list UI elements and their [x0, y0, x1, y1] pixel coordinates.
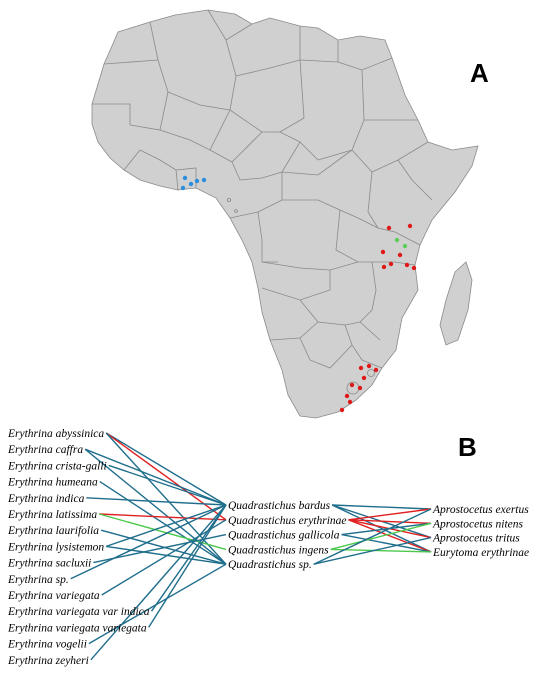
network-link [105, 504, 227, 548]
occurrence-point [180, 185, 186, 191]
network-link [90, 504, 227, 661]
host-label: Erythrina zeyheri [7, 655, 89, 667]
network-link [348, 508, 432, 521]
host-label: Erythrina caffra [7, 444, 83, 456]
network-link [105, 432, 227, 521]
parasitoid-label: Aprostocetus nitens [432, 518, 523, 530]
madagascar [439, 261, 473, 346]
network-link [332, 504, 432, 510]
host-label: Erythrina variegata variegata [7, 622, 147, 634]
galler-label: Quadrastichus bardus [228, 500, 331, 512]
network-link [105, 432, 227, 506]
host-label: Erythrina sacluxii [7, 558, 91, 570]
network-link [70, 504, 227, 580]
occurrence-point [366, 363, 372, 369]
occurrence-points [180, 175, 417, 413]
galler-list: Quadrastichus bardus Quadrastichus erythr… [228, 500, 347, 571]
host-label: Erythrina variegata [7, 590, 100, 602]
network-link [105, 432, 227, 565]
network-link [108, 464, 227, 506]
africa-map [91, 9, 479, 419]
island [234, 209, 238, 213]
occurrence-point [182, 175, 188, 181]
network-link [341, 533, 432, 553]
galler-label: Quadrastichus ingens [228, 544, 329, 556]
occurrence-point [394, 237, 400, 243]
occurrence-point [361, 375, 367, 381]
network-link [341, 522, 432, 536]
network-link [86, 497, 227, 506]
host-label: Erythrina indica [7, 493, 85, 505]
parasitoid-label: Eurytoma erythrinae [432, 547, 529, 559]
host-label: Erythrina sp. [7, 574, 69, 586]
host-label: Erythrina abyssinica [7, 428, 104, 440]
network-link [330, 548, 432, 553]
country-borders [92, 9, 433, 369]
host-label: Erythrina vogelii [7, 639, 87, 651]
network-link [331, 504, 432, 553]
network-link [101, 519, 227, 596]
eswatini [367, 369, 375, 377]
occurrence-point [380, 249, 386, 255]
occurrence-point [373, 367, 379, 373]
network-link [98, 513, 227, 551]
network-link [313, 536, 432, 565]
africa-outline [91, 9, 479, 419]
occurrence-point [194, 178, 200, 184]
network-link [84, 448, 227, 565]
island [226, 197, 231, 202]
occurrence-point [339, 407, 345, 413]
occurrence-point [357, 385, 363, 391]
network-link [84, 448, 227, 506]
panel-a-label: A [470, 58, 489, 88]
interaction-network: Erythrina abyssinica Erythrina caffra Eryt… [7, 428, 529, 667]
panel-b-label: B [458, 432, 477, 462]
network-link [148, 504, 227, 628]
occurrence-point [402, 243, 408, 249]
occurrence-point [358, 365, 364, 371]
network-links [70, 432, 432, 661]
occurrence-point [407, 223, 413, 229]
host-label: Erythrina humeana [7, 477, 98, 489]
network-link [150, 504, 227, 612]
occurrence-point [347, 399, 353, 405]
host-label: Erythrina lysistemon [7, 541, 104, 553]
galler-label: Quadrastichus sp. [228, 559, 312, 571]
network-link [99, 481, 227, 565]
network-link [330, 522, 432, 551]
host-label: Erythrina variegata var indica [7, 606, 150, 618]
network-link [88, 563, 227, 645]
occurrence-point [344, 393, 350, 399]
occurrence-point [404, 262, 410, 268]
network-link [313, 508, 432, 565]
occurrence-point [188, 181, 194, 187]
occurrence-point [397, 252, 403, 258]
occurrence-point [386, 225, 392, 231]
network-link [99, 513, 227, 521]
occurrence-point [381, 264, 387, 270]
host-list: Erythrina abyssinica Erythrina caffra Eryt… [7, 428, 150, 667]
parasitoid-list: Aprostocetus exertus Aprostocetus nitens A… [432, 504, 529, 559]
occurrence-point [201, 177, 207, 183]
occurrence-point [388, 261, 394, 267]
parasitoid-label: Aprostocetus tritus [432, 533, 520, 545]
network-link [348, 519, 432, 524]
galler-label: Quadrastichus erythrinae [228, 515, 347, 527]
network-link [348, 519, 432, 553]
host-label: Erythrina laurifolia [7, 525, 99, 537]
occurrence-point [411, 265, 417, 271]
occurrence-point [349, 382, 355, 388]
host-label: Erythrina crista-galli [7, 460, 107, 472]
host-label: Erythrina latissima [7, 509, 97, 521]
galler-label: Quadrastichus gallicola [228, 530, 340, 542]
parasitoid-label: Aprostocetus exertus [432, 504, 529, 516]
